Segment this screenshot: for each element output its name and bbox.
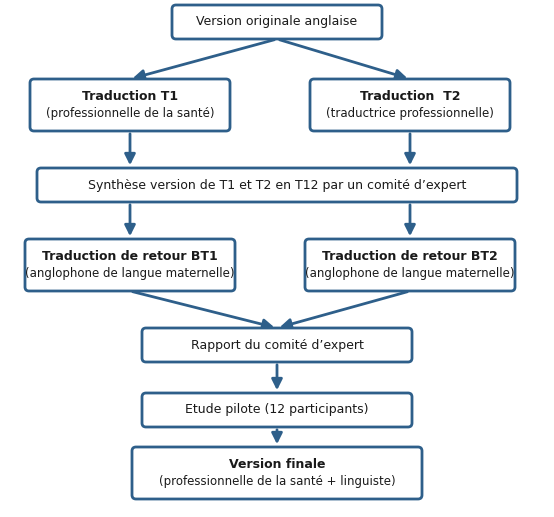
FancyBboxPatch shape	[30, 79, 230, 131]
Text: Traduction de retour BT1: Traduction de retour BT1	[42, 250, 218, 263]
FancyBboxPatch shape	[37, 168, 517, 202]
Text: Traduction  T2: Traduction T2	[360, 89, 460, 102]
Text: (traductrice professionnelle): (traductrice professionnelle)	[326, 108, 494, 120]
FancyBboxPatch shape	[305, 239, 515, 291]
Text: Version originale anglaise: Version originale anglaise	[197, 16, 357, 28]
Text: Synthèse version de T1 et T2 en T12 par un comité d’expert: Synthèse version de T1 et T2 en T12 par …	[88, 178, 466, 191]
Text: Rapport du comité d’expert: Rapport du comité d’expert	[191, 339, 363, 352]
FancyBboxPatch shape	[310, 79, 510, 131]
FancyBboxPatch shape	[172, 5, 382, 39]
Text: (anglophone de langue maternelle): (anglophone de langue maternelle)	[25, 267, 235, 281]
FancyBboxPatch shape	[142, 393, 412, 427]
Text: Version finale: Version finale	[229, 458, 325, 470]
Text: (professionnelle de la santé): (professionnelle de la santé)	[46, 108, 214, 120]
FancyBboxPatch shape	[25, 239, 235, 291]
Text: (anglophone de langue maternelle): (anglophone de langue maternelle)	[305, 267, 515, 281]
FancyBboxPatch shape	[132, 447, 422, 499]
Text: (professionnelle de la santé + linguiste): (professionnelle de la santé + linguiste…	[158, 476, 396, 489]
Text: Traduction de retour BT2: Traduction de retour BT2	[322, 250, 498, 263]
Text: Traduction T1: Traduction T1	[82, 89, 178, 102]
FancyBboxPatch shape	[142, 328, 412, 362]
Text: Etude pilote (12 participants): Etude pilote (12 participants)	[185, 403, 369, 417]
